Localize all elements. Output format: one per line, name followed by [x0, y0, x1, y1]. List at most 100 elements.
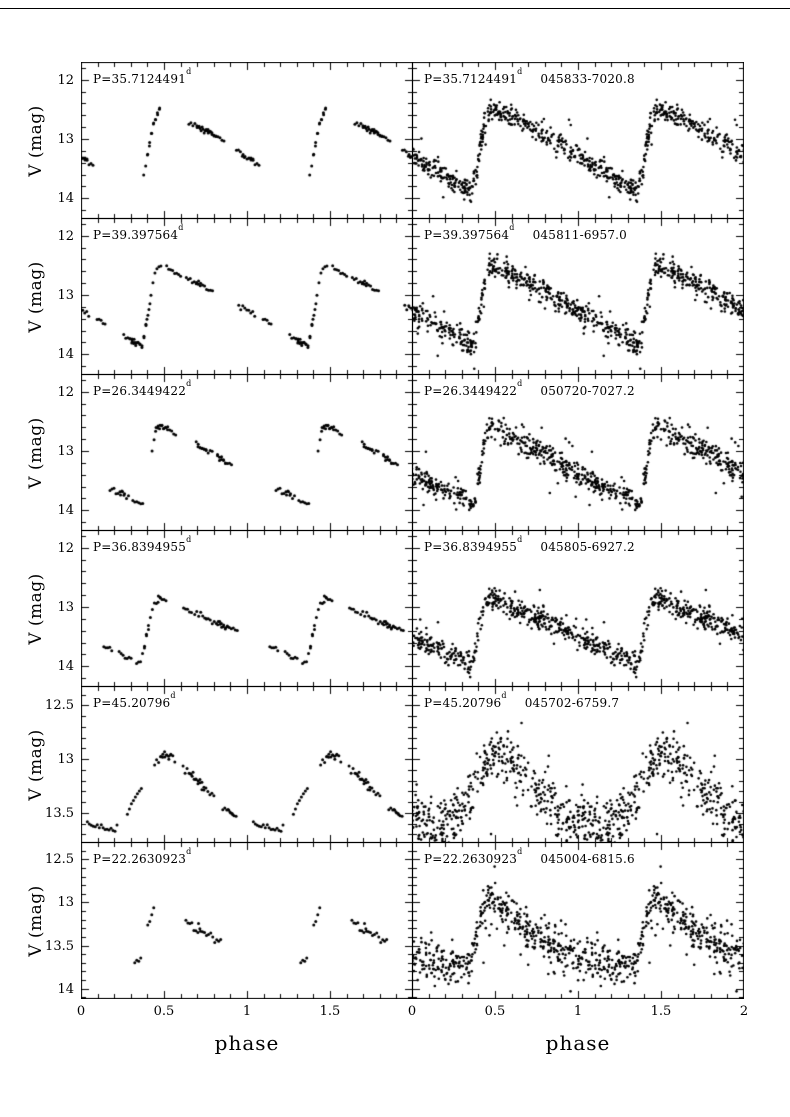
period-label: P=45.20796 — [93, 696, 171, 710]
light-curve-plot-row6-right — [412, 842, 744, 999]
panel-row5-right: P=45.20796d 045702-6759.7 — [412, 686, 744, 843]
period-superscript: d — [186, 535, 192, 544]
y-axis-title-text: V (mag) — [26, 885, 46, 957]
y-tick-label: 14 — [57, 347, 74, 362]
panel-annotation: P=26.3449422d 050720-7027.2 — [424, 379, 635, 398]
x-axis-title-right: phase — [545, 1031, 611, 1055]
light-curve-plot-row1-left — [81, 62, 413, 219]
x-tick-label-right: 1 — [573, 1004, 583, 1019]
x-tick-label-right: 2 — [739, 1004, 749, 1019]
panel-annotation: P=39.397564d 045811-6957.0 — [424, 223, 628, 242]
period-superscript: d — [509, 223, 515, 232]
panel-annotation: P=22.2630923d — [93, 847, 192, 866]
period-label: P=26.3449422 — [93, 384, 187, 398]
x-axis-title-left: phase — [214, 1031, 280, 1055]
y-axis-title-text: V (mag) — [26, 573, 46, 645]
period-superscript: d — [178, 223, 184, 232]
panel-annotation: P=36.8394955d 045805-6927.2 — [424, 535, 635, 554]
y-axis-title-text: V (mag) — [26, 729, 46, 801]
panel-annotation: P=35.7124491d 045833-7020.8 — [424, 67, 635, 86]
y-tick-label: 14 — [57, 982, 74, 997]
panel-annotation: P=22.2630923d 045004-6815.6 — [424, 847, 635, 866]
period-label: P=45.20796 — [424, 696, 502, 710]
period-superscript: d — [517, 379, 523, 388]
panel-row3-right: P=26.3449422d 050720-7027.2 — [412, 374, 744, 531]
period-label: P=35.7124491 — [424, 72, 518, 86]
light-curve-plot-row1-right — [412, 62, 744, 219]
y-tick-label: 14 — [57, 659, 74, 674]
y-tick-label: 13 — [57, 288, 74, 303]
light-curve-plot-row6-left — [81, 842, 413, 999]
star-id-label: 045702-6759.7 — [524, 696, 620, 710]
period-label: P=36.8394955 — [424, 540, 518, 554]
period-superscript: d — [186, 67, 192, 76]
y-tick-label: 13 — [57, 752, 74, 767]
y-tick-label: 12 — [57, 73, 74, 88]
panel-annotation: P=35.7124491d — [93, 67, 192, 86]
y-tick-label: 13 — [57, 132, 74, 147]
period-label: P=22.2630923 — [424, 852, 518, 866]
panel-annotation: P=45.20796d — [93, 691, 176, 710]
star-id-label: 045811-6957.0 — [532, 228, 628, 242]
star-id-label: 045805-6927.2 — [540, 540, 635, 554]
period-label: P=35.7124491 — [93, 72, 187, 86]
period-label: P=26.3449422 — [424, 384, 518, 398]
y-axis-title-text: V (mag) — [26, 261, 46, 333]
light-curve-plot-row5-right — [412, 686, 744, 843]
panel-row1-right: P=35.7124491d 045833-7020.8 — [412, 62, 744, 219]
y-axis-title-text: V (mag) — [26, 417, 46, 489]
light-curve-plot-row5-left — [81, 686, 413, 843]
period-superscript: d — [517, 847, 523, 856]
period-superscript: d — [517, 535, 523, 544]
star-id-label: 045833-7020.8 — [540, 72, 635, 86]
panel-annotation: P=36.8394955d — [93, 535, 192, 554]
y-tick-label: 12.5 — [45, 698, 74, 713]
x-tick-label-left: 0 — [76, 1004, 86, 1019]
star-id-label: 050720-7027.2 — [540, 384, 635, 398]
panel-row6-right: P=22.2630923d 045004-6815.6 — [412, 842, 744, 999]
y-tick-label: 12 — [57, 385, 74, 400]
period-label: P=39.397564 — [424, 228, 510, 242]
star-id-label: 045004-6815.6 — [540, 852, 635, 866]
light-curve-plot-row4-right — [412, 530, 744, 687]
y-tick-label: 14 — [57, 503, 74, 518]
panel-row5-left: P=45.20796d — [81, 686, 413, 843]
y-axis-title-text: V (mag) — [26, 105, 46, 177]
y-tick-label: 13 — [57, 895, 74, 910]
panel-row2-right: P=39.397564d 045811-6957.0 — [412, 218, 744, 375]
light-curve-plot-row2-left — [81, 218, 413, 375]
x-tick-label-right: 0.5 — [484, 1004, 506, 1019]
period-label: P=22.2630923 — [93, 852, 187, 866]
period-superscript: d — [186, 379, 192, 388]
light-curve-plot-row4-left — [81, 530, 413, 687]
light-curve-plot-row2-right — [412, 218, 744, 375]
light-curve-plot-row3-left — [81, 374, 413, 531]
period-superscript: d — [517, 67, 523, 76]
x-tick-label-right: 0 — [407, 1004, 417, 1019]
light-curve-plot-row3-right — [412, 374, 744, 531]
y-tick-label: 13 — [57, 444, 74, 459]
y-tick-label: 12 — [57, 541, 74, 556]
period-label: P=36.8394955 — [93, 540, 187, 554]
period-superscript: d — [170, 691, 176, 700]
panel-row3-left: P=26.3449422d — [81, 374, 413, 531]
panel-annotation: P=26.3449422d — [93, 379, 192, 398]
panel-row6-left: P=22.2630923d — [81, 842, 413, 999]
x-tick-label-left: 1.5 — [319, 1004, 341, 1019]
x-tick-label-left: 1 — [242, 1004, 252, 1019]
top-rule — [0, 8, 790, 9]
period-label: P=39.397564 — [93, 228, 179, 242]
y-tick-label: 13.5 — [45, 806, 74, 821]
x-tick-label-left: 0.5 — [153, 1004, 175, 1019]
x-tick-label-right: 1.5 — [650, 1004, 672, 1019]
y-tick-label: 13.5 — [45, 939, 74, 954]
period-superscript: d — [186, 847, 192, 856]
y-tick-label: 13 — [57, 600, 74, 615]
period-superscript: d — [501, 691, 507, 700]
y-tick-label: 12.5 — [45, 852, 74, 867]
panel-row4-left: P=36.8394955d — [81, 530, 413, 687]
y-tick-label: 14 — [57, 191, 74, 206]
panel-row2-left: P=39.397564d — [81, 218, 413, 375]
panel-row4-right: P=36.8394955d 045805-6927.2 — [412, 530, 744, 687]
